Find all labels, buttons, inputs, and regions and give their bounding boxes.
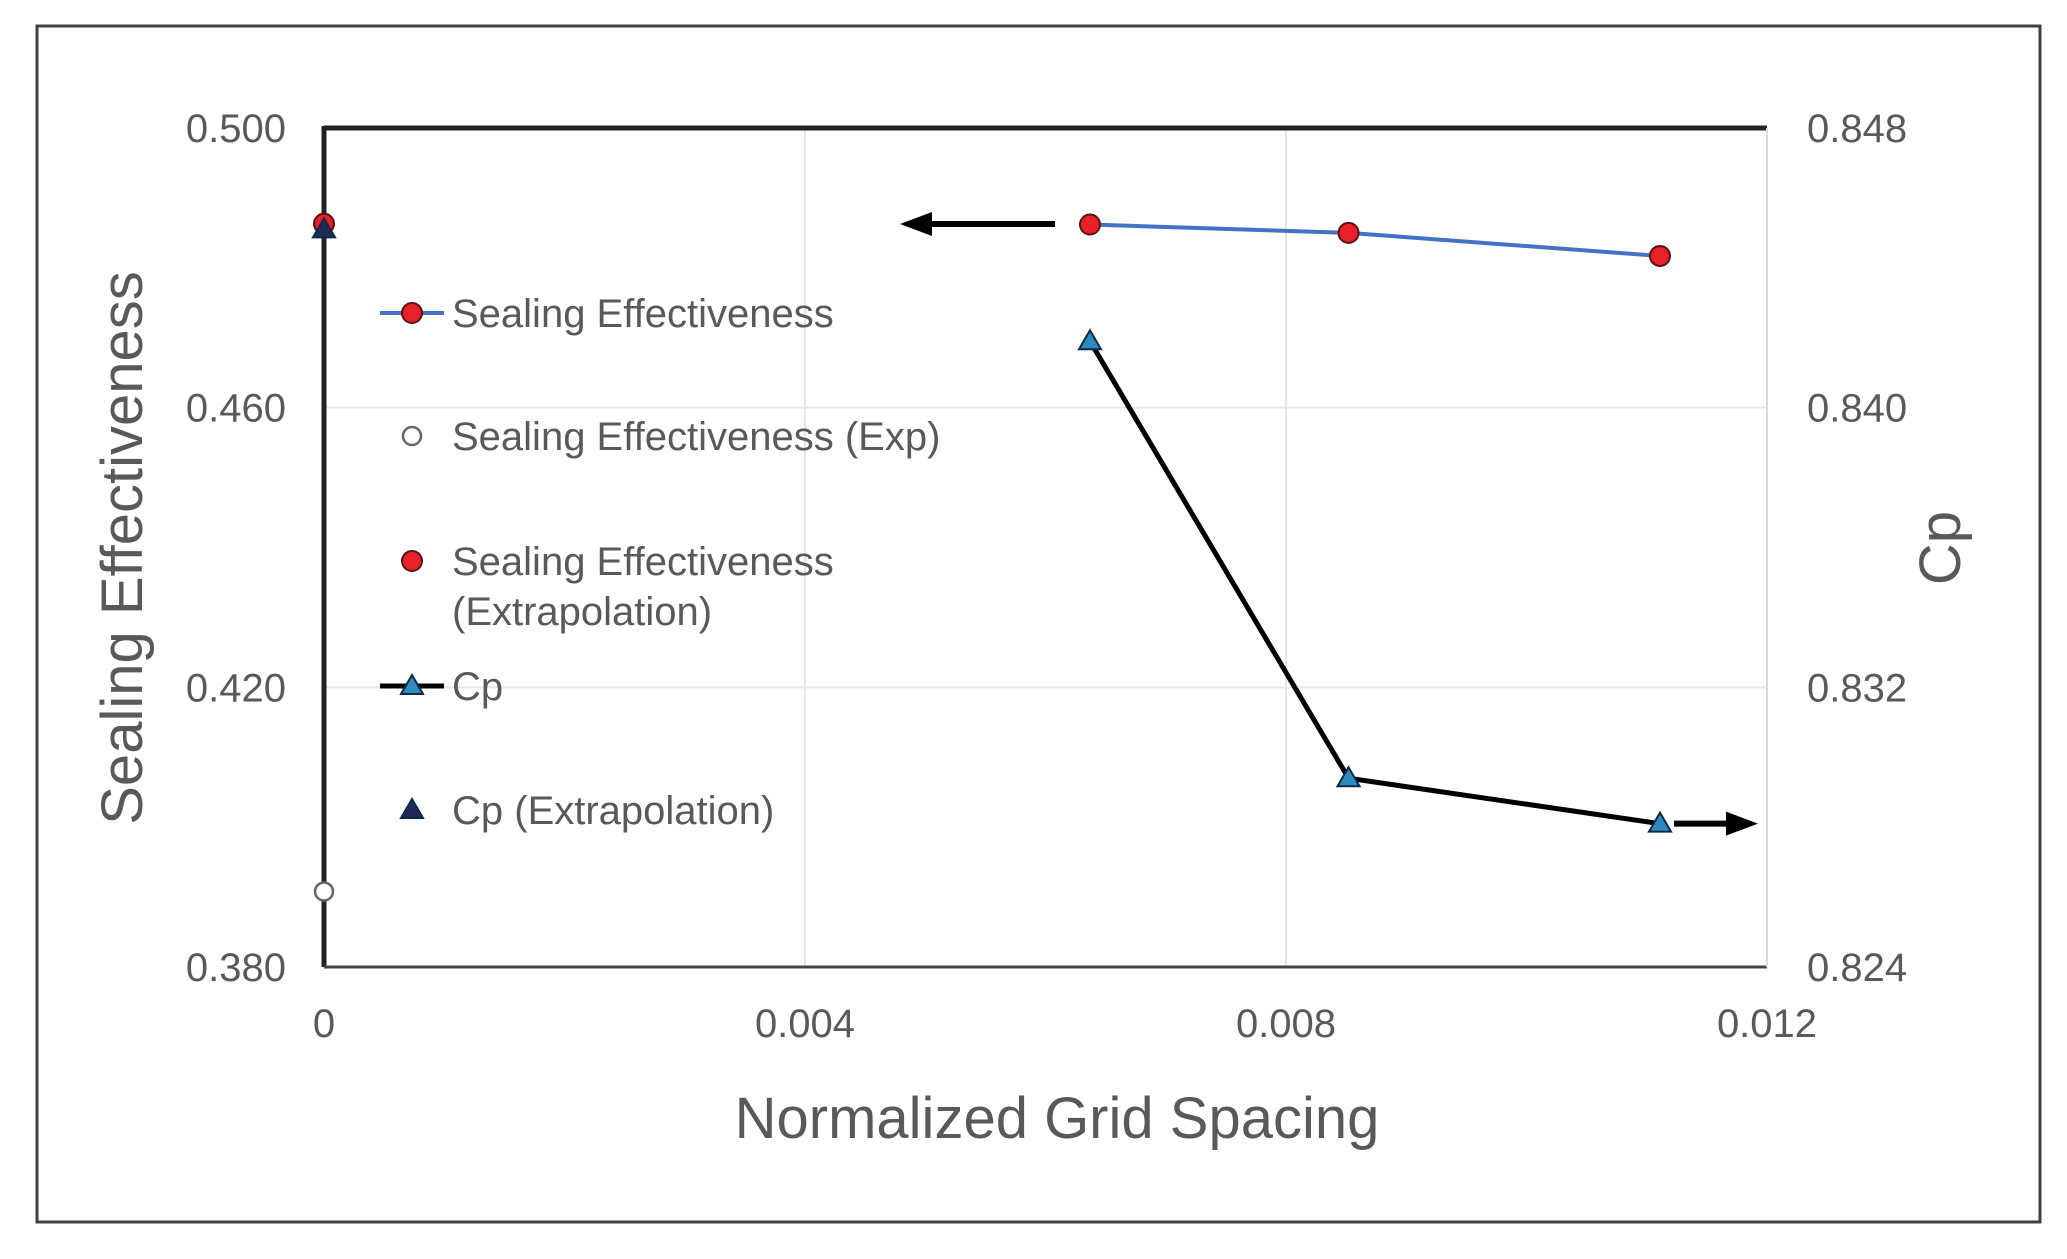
legend-marker-swatch bbox=[401, 425, 423, 447]
cp-point bbox=[1077, 328, 1103, 351]
axes bbox=[321, 125, 1768, 969]
legend-entry-se: Sealing Effectiveness bbox=[380, 292, 834, 336]
right-y-tick-label: 0.848 bbox=[1807, 107, 1907, 151]
left-y-tick-label: 0.500 bbox=[186, 107, 286, 151]
left-y-axis-title: Sealing Effectiveness bbox=[90, 271, 155, 825]
cp-point bbox=[1335, 765, 1362, 788]
legend-label: Cp bbox=[452, 665, 503, 709]
left-y-tick-label: 0.380 bbox=[186, 946, 286, 990]
right-y-tick-label: 0.832 bbox=[1807, 666, 1907, 710]
cp-point bbox=[1647, 810, 1673, 833]
legend-marker-swatch bbox=[399, 673, 425, 695]
x-tick-label: 0 bbox=[313, 1002, 335, 1046]
right-y-tick-label: 0.840 bbox=[1807, 387, 1907, 431]
legend-marker-swatch bbox=[401, 302, 423, 324]
series bbox=[311, 212, 1673, 902]
legend-marker-swatch bbox=[401, 550, 423, 572]
se-point bbox=[1337, 221, 1360, 244]
se-point bbox=[1078, 213, 1101, 236]
axis-arrows bbox=[900, 212, 1758, 836]
arrow-head bbox=[1726, 811, 1758, 836]
x-tick-label: 0.004 bbox=[755, 1002, 855, 1046]
legend-entry-se_extrap: Sealing Effectiveness (Extrapolation) bbox=[401, 540, 834, 634]
se-point bbox=[1648, 244, 1671, 267]
legend-label: (Extrapolation) bbox=[452, 590, 712, 634]
right-axis-arrow bbox=[1674, 811, 1758, 836]
legend-entry-cp: Cp bbox=[380, 665, 503, 709]
legend-entry-se_exp: Sealing Effectiveness (Exp) bbox=[401, 415, 940, 459]
legend-label: Sealing Effectiveness bbox=[452, 292, 834, 336]
left-y-tick-label: 0.420 bbox=[186, 666, 286, 710]
x-tick-label: 0.012 bbox=[1717, 1002, 1817, 1046]
se_exp-point bbox=[313, 881, 335, 902]
legend-label: Sealing Effectiveness bbox=[452, 540, 834, 584]
legend-entry-cp_extrap: Cp (Extrapolation) bbox=[399, 789, 774, 833]
cp_extrap-point bbox=[311, 216, 337, 239]
tick-labels: 0 0.004 0.008 0.012 0.380 0.420 0.460 0.500 0.82… bbox=[186, 107, 1907, 1046]
left-y-tick-label: 0.460 bbox=[186, 387, 286, 431]
legend-label: Cp (Extrapolation) bbox=[452, 789, 774, 833]
right-y-tick-label: 0.824 bbox=[1807, 946, 1907, 990]
legend-marker-swatch bbox=[399, 797, 425, 819]
x-axis-title: Normalized Grid Spacing bbox=[735, 1086, 1380, 1151]
arrow-head bbox=[900, 212, 932, 236]
x-tick-label: 0.008 bbox=[1236, 1002, 1336, 1046]
legend-label: Sealing Effectiveness (Exp) bbox=[452, 415, 940, 459]
right-y-axis-title: Cp bbox=[1908, 511, 1973, 585]
left-axis-arrow bbox=[900, 212, 1055, 236]
